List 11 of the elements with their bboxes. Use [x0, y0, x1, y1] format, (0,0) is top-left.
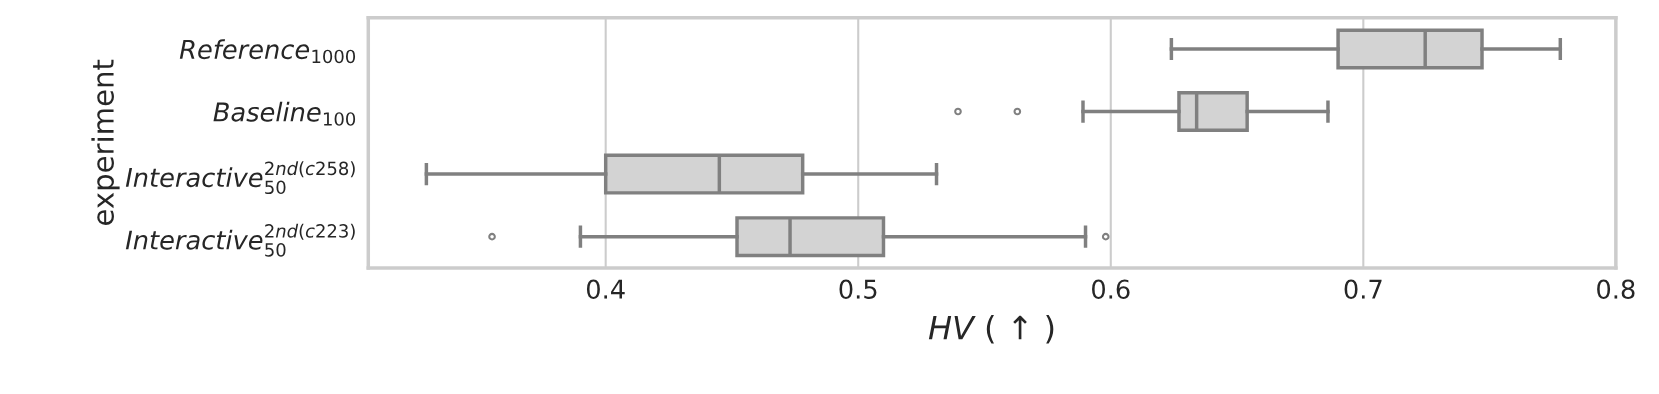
y-tick-label: Reference$_{1000}$	[179, 39, 356, 64]
y-axis-title: experiment	[91, 59, 120, 225]
x-axis-title: HV ( ↑ )	[928, 315, 1054, 344]
x-tick-label: 0.5	[839, 279, 877, 299]
y-tick-label: Baseline$_{100}$	[213, 101, 356, 126]
x-tick-label: 0.7	[1344, 279, 1382, 299]
y-tick-label: Interactive$^{2nd(c223)}$$_{50}$	[125, 223, 355, 257]
x-tick-label: 0.6	[1092, 279, 1130, 299]
x-tick-label: 0.8	[1597, 279, 1635, 299]
x-tick-label: 0.4	[586, 279, 625, 299]
y-tick-label: Interactive$^{2nd(c258)}$$_{50}$	[125, 161, 355, 195]
